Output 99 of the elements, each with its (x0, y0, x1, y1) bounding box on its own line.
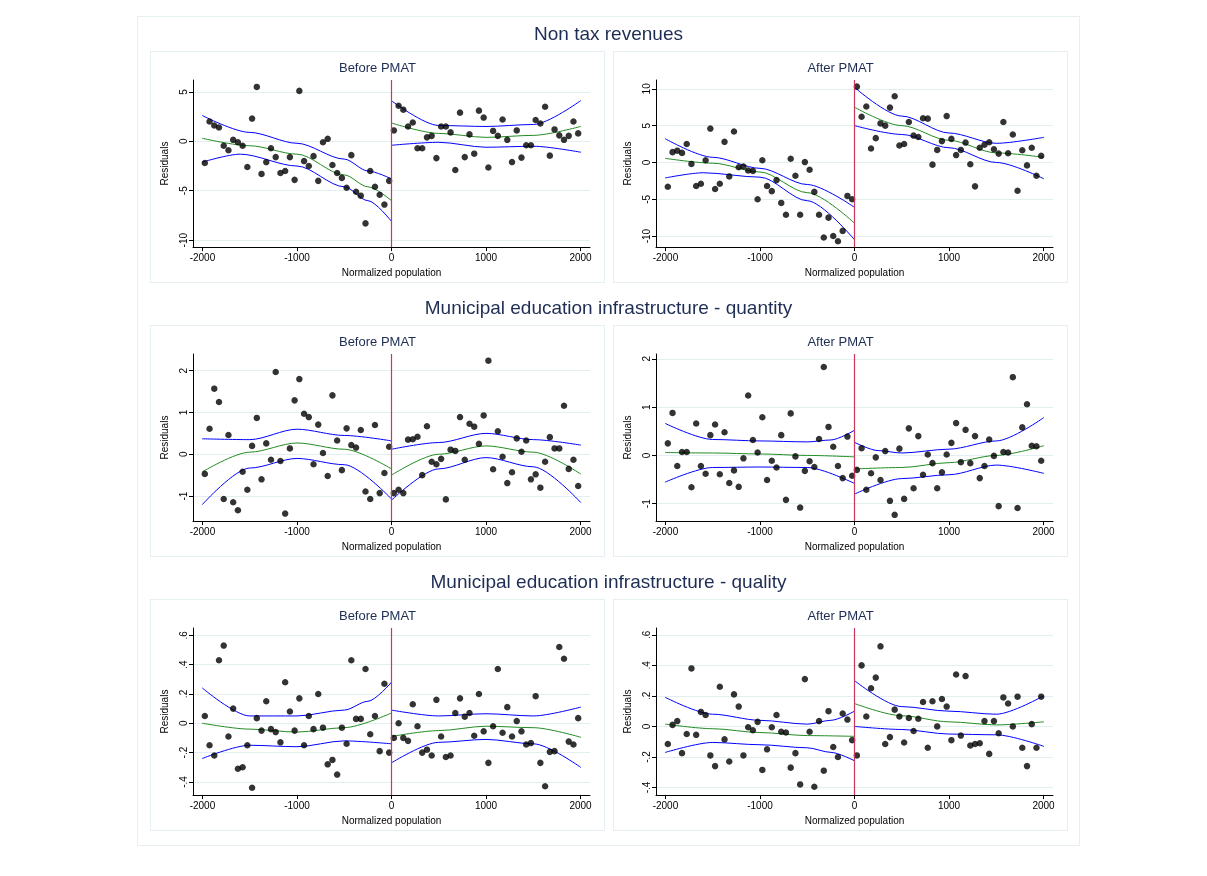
chart-title: After PMAT (806, 608, 874, 623)
x-axis-title: Normalized population (804, 814, 904, 826)
x-tick-label: -1000 (746, 799, 773, 811)
y-tick-label: -10 (640, 228, 651, 244)
x-tick-label: 0 (388, 525, 395, 537)
y-tick-label: 2 (177, 367, 188, 374)
line-series (664, 696, 855, 725)
x-tick-label: 0 (851, 525, 858, 537)
y-tick-label: .4 (640, 660, 651, 670)
line-series (390, 706, 581, 717)
y-tick-label: -5 (640, 194, 651, 204)
y-tick-label: .2 (177, 689, 188, 699)
y-axis-title: Residuals (621, 141, 632, 186)
y-tick-label: 0 (177, 138, 188, 145)
y-tick-label: 1 (640, 403, 651, 410)
x-tick-label: 0 (851, 799, 858, 811)
y-axis-title: Residuals (621, 689, 632, 734)
text: Municipal education infrastructure - quality (430, 571, 787, 592)
line-series (390, 738, 581, 768)
y-tick-label: .2 (640, 691, 651, 701)
x-tick-label: -1000 (283, 799, 310, 811)
y-tick-label: -.2 (177, 746, 188, 759)
line-series (390, 445, 581, 476)
y-tick-label: -1 (177, 491, 188, 501)
x-tick-label: -1000 (746, 525, 773, 537)
line-series (201, 681, 392, 717)
y-tick-label: 0 (177, 451, 188, 458)
line-series (664, 138, 855, 208)
y-tick-label: .4 (177, 660, 188, 669)
line-series (853, 725, 1044, 747)
line-series (664, 172, 855, 241)
x-axis-title: Normalized population (804, 266, 904, 278)
line-series (664, 423, 855, 443)
y-tick-label: 0 (177, 720, 188, 727)
y-tick-label: -10 (177, 232, 188, 248)
x-tick-label: 1000 (937, 251, 961, 263)
line-series (201, 428, 392, 442)
x-tick-label: 1000 (474, 251, 498, 263)
y-tick-label: 0 (640, 159, 651, 166)
y-tick-label: -.4 (640, 781, 651, 794)
x-axis-title: Normalized population (341, 814, 441, 826)
x-tick-label: 1000 (937, 525, 961, 537)
x-axis-title: Normalized population (341, 266, 441, 278)
text: Non tax revenues (534, 23, 683, 44)
y-tick-label: -1 (640, 498, 651, 509)
x-tick-label: 2000 (568, 799, 592, 811)
x-tick-label: 1000 (474, 799, 498, 811)
x-axis-title: Normalized population (804, 540, 904, 552)
chart-title: After PMAT (806, 334, 874, 349)
line-series (390, 141, 581, 153)
y-tick-label: 0 (640, 723, 651, 730)
x-tick-label: -1000 (283, 525, 310, 537)
y-axis-title: Residuals (158, 141, 169, 186)
chart-title: Before PMAT (338, 60, 416, 75)
x-tick-label: -2000 (652, 525, 679, 537)
x-axis-title: Normalized population (341, 540, 441, 552)
line-series (853, 703, 1044, 726)
x-tick-label: -2000 (652, 251, 679, 263)
y-tick-label: 10 (640, 82, 651, 95)
x-tick-label: -1000 (746, 251, 773, 263)
y-tick-label: -.2 (640, 750, 651, 763)
chart-title: After PMAT (806, 60, 874, 75)
y-tick-label: 1 (177, 409, 188, 416)
x-tick-label: 0 (851, 251, 858, 263)
y-axis-title: Residuals (158, 689, 169, 734)
x-tick-label: 0 (388, 799, 395, 811)
line-series (664, 157, 855, 224)
x-tick-label: -1000 (283, 251, 310, 263)
line-series (201, 137, 392, 202)
x-tick-label: 2000 (1031, 251, 1055, 263)
x-tick-label: -2000 (189, 525, 216, 537)
x-tick-label: 1000 (474, 525, 498, 537)
chart-title: Before PMAT (338, 608, 416, 623)
x-tick-label: 1000 (937, 799, 961, 811)
x-tick-label: -2000 (189, 251, 216, 263)
y-tick-label: 5 (177, 88, 188, 95)
y-tick-label: -5 (177, 185, 188, 196)
x-tick-label: 2000 (568, 525, 592, 537)
x-tick-label: -2000 (652, 799, 679, 811)
chart-title: Before PMAT (338, 334, 416, 349)
y-tick-label: 0 (640, 452, 651, 459)
y-axis-title: Residuals (621, 415, 632, 460)
y-tick-label: .6 (640, 630, 651, 640)
y-axis-title: Residuals (158, 415, 169, 460)
x-tick-label: 2000 (1031, 525, 1055, 537)
line-series (201, 712, 392, 733)
line-series (853, 125, 1044, 180)
line-series (664, 466, 855, 484)
x-tick-label: -2000 (189, 799, 216, 811)
y-tick-label: 2 (640, 355, 651, 362)
x-tick-label: 2000 (568, 251, 592, 263)
x-tick-label: 0 (388, 251, 395, 263)
line-series (853, 464, 1044, 495)
text: Municipal education infrastructure - quantity (424, 297, 793, 318)
y-tick-label: 5 (640, 122, 651, 129)
y-tick-label: .6 (177, 630, 188, 640)
y-tick-label: -.4 (177, 775, 188, 788)
x-tick-label: 2000 (1031, 799, 1055, 811)
line-series (390, 122, 581, 138)
